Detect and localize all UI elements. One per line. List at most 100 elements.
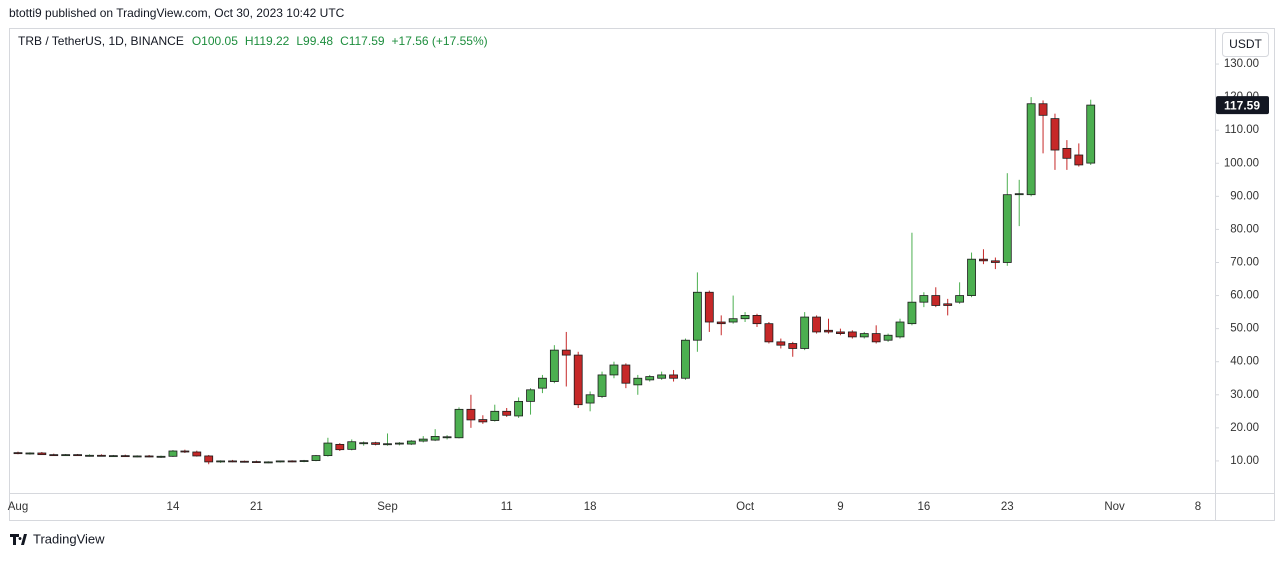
candle-body: [752, 315, 762, 325]
candle-body: [156, 455, 166, 458]
candle-body: [645, 376, 655, 381]
candle-body: [967, 258, 976, 296]
candle-body: [943, 303, 953, 306]
candle-body: [383, 443, 392, 446]
candle-body: [73, 454, 82, 457]
candle-body: [251, 461, 261, 463]
header: btotti9 published on TradingView.com, Oc…: [9, 6, 345, 20]
footer-logo: TradingView: [10, 531, 105, 546]
x-tick-label: Sep: [377, 501, 397, 513]
candle-body: [836, 331, 845, 334]
candle-body: [120, 455, 130, 458]
candle-body: [788, 343, 798, 349]
candle-body: [37, 452, 47, 456]
candle-body: [764, 323, 774, 343]
last-price-badge: 117.59: [1216, 96, 1269, 115]
candle-body: [573, 354, 583, 406]
footer-brand: TradingView: [33, 531, 105, 546]
candle-body: [812, 316, 821, 333]
x-tick-label: 11: [501, 501, 513, 513]
candle-body: [13, 452, 23, 455]
candle-body: [204, 455, 214, 463]
candle-body: [907, 301, 917, 325]
y-tick-label: 20.00: [1230, 422, 1259, 434]
candles: [13, 97, 1096, 465]
candle-body: [704, 291, 714, 323]
ohlc-value: +17.56 (+17.55%): [392, 34, 488, 48]
candle-body: [418, 438, 428, 442]
symbol-label: TRB / TetherUS, 1D, BINANCE: [18, 34, 184, 48]
y-tick-label: 60.00: [1230, 290, 1259, 302]
candle-body: [800, 316, 810, 349]
x-tick-label: 16: [917, 501, 930, 513]
candle-body: [406, 440, 416, 445]
candle-body: [919, 295, 929, 303]
ohlc-legend: O100.05 H119.22 L99.48 C117.59 +17.56 (+17.5…: [192, 34, 488, 48]
x-tick-label: Oct: [736, 501, 755, 513]
x-tick-label: 9: [837, 501, 843, 513]
y-tick-label: 80.00: [1230, 223, 1259, 235]
y-tick-label: 50.00: [1230, 323, 1259, 335]
candle-body: [883, 334, 893, 341]
candle-body: [847, 331, 857, 338]
candle-body: [359, 442, 369, 445]
candle-body: [585, 394, 595, 404]
candle-body: [1050, 118, 1060, 151]
candle-body: [25, 452, 35, 455]
candle-body: [287, 460, 297, 463]
candle-body: [979, 258, 988, 262]
currency-button[interactable]: [1222, 32, 1269, 57]
candle-body: [538, 377, 547, 389]
y-tick-label: 10.00: [1230, 455, 1259, 467]
candle-body: [1014, 193, 1024, 196]
x-tick-label: 23: [1001, 501, 1014, 513]
ohlc-value: H119.22: [245, 34, 290, 48]
x-tick-label: 21: [250, 501, 263, 513]
price-badge-bg: [1216, 96, 1269, 115]
candle-body: [180, 450, 190, 453]
candle-body: [132, 455, 142, 458]
candle-body: [478, 419, 488, 423]
candle-body: [263, 461, 273, 464]
y-tick-label: 90.00: [1230, 190, 1259, 202]
candle-body: [871, 333, 881, 343]
candle-body: [955, 295, 965, 303]
candle-body: [61, 454, 71, 457]
currency-label[interactable]: USDT: [1229, 37, 1262, 51]
candle-body: [454, 408, 464, 439]
candle-body: [49, 454, 59, 457]
candle-body: [990, 260, 1000, 263]
candle-body: [108, 455, 118, 458]
time-axis: Aug 14 21 Sep 11 18 Oct 9 16 23 Nov 8: [8, 501, 1201, 513]
candle-body: [621, 364, 631, 384]
ohlc-value: C117.59: [340, 34, 385, 48]
y-tick-label: 70.00: [1230, 257, 1259, 269]
candle-body: [395, 442, 404, 445]
candle-body: [549, 349, 559, 382]
candle-body: [1074, 154, 1084, 166]
candle-body: [168, 450, 178, 457]
candle-body: [1086, 104, 1096, 164]
y-tick-label: 40.00: [1230, 356, 1259, 368]
candle-body: [442, 436, 452, 439]
candle-body: [859, 333, 869, 338]
candle-body: [740, 315, 750, 320]
candle-body: [931, 295, 941, 306]
candle-body: [728, 318, 738, 323]
candle-body: [502, 410, 512, 416]
y-tick-label: 30.00: [1230, 389, 1259, 401]
candle-body: [824, 329, 833, 333]
x-tick-label: 14: [167, 501, 180, 513]
candle-body: [299, 460, 309, 462]
candle-body: [526, 389, 535, 402]
y-tick-label: 130.00: [1224, 58, 1259, 70]
candle-body: [1038, 103, 1048, 116]
candle-body: [895, 321, 905, 338]
candle-body: [216, 460, 226, 463]
candle-body: [85, 454, 94, 457]
candle-body: [228, 460, 237, 463]
x-tick-label: 8: [1195, 501, 1201, 513]
candle-body: [657, 374, 667, 379]
